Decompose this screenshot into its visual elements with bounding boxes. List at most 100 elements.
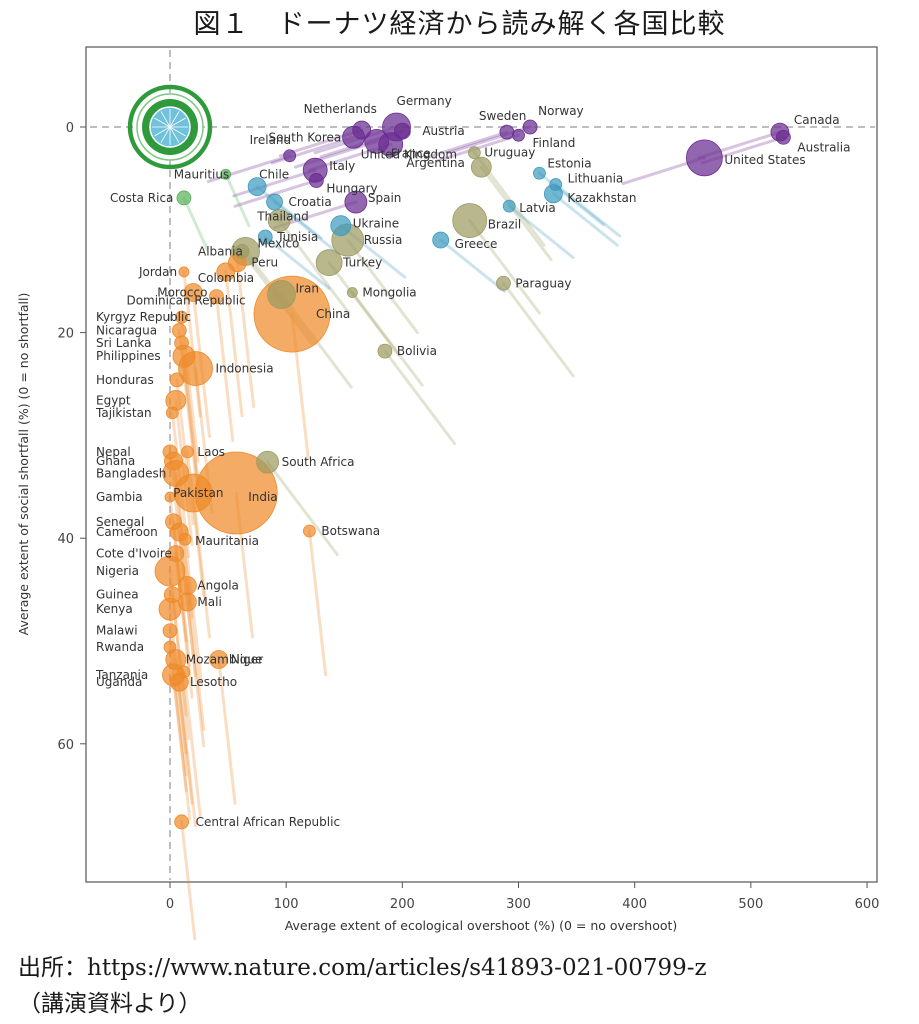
point-sri-lanka [174, 335, 190, 351]
label-ireland: Ireland [250, 133, 292, 147]
target-spoke [169, 126, 186, 137]
label-morocco: Morocco [157, 286, 207, 300]
point-turkey [315, 249, 343, 277]
x-tick-label: 600 [855, 897, 880, 912]
trail-latvia [507, 204, 575, 260]
trail-mauritania [183, 537, 203, 685]
point-south-africa [256, 450, 279, 474]
point-latvia [502, 199, 516, 213]
point-united-kingdom [378, 132, 404, 157]
point-chile [247, 177, 267, 197]
label-sri-lanka: Sri Lanka [96, 336, 151, 350]
label-philippines: Philippines [96, 349, 161, 363]
point-argentina [470, 156, 492, 178]
target-spoke [160, 126, 171, 143]
point-lesotho [177, 665, 191, 679]
label-kazakhstan: Kazakhstan [567, 191, 636, 205]
point-colombia [216, 262, 236, 282]
point-jordan [178, 266, 190, 278]
label-germany: Germany [397, 94, 452, 108]
point-guinea [163, 586, 181, 604]
label-nigeria: Nigeria [96, 564, 139, 578]
point-botswana [303, 524, 316, 538]
trail-uganda [177, 680, 198, 828]
point-mauritania [178, 532, 192, 546]
label-netherlands: Netherlands [304, 102, 377, 116]
label-estonia: Estonia [547, 156, 591, 170]
point-finland [512, 128, 525, 142]
trail-tanzania [171, 673, 192, 821]
label-bangladesh: Bangladesh [96, 466, 166, 480]
trail-italy [232, 168, 317, 198]
label-norway: Norway [538, 104, 584, 118]
x-tick-label: 0 [166, 897, 174, 912]
label-costa-rica: Costa Rica [110, 191, 173, 205]
trail-mongolia [350, 291, 424, 387]
point-laos [181, 445, 194, 459]
target-spoke [154, 117, 171, 128]
label-angola: Angola [197, 578, 238, 592]
target-spoke [169, 126, 180, 143]
label-dominican-republic: Dominican Republic [126, 294, 245, 308]
label-france: France [391, 146, 431, 160]
trail-dominican-republic [214, 295, 235, 443]
point-uruguay [467, 146, 481, 160]
point-albania [234, 243, 250, 259]
label-south-korea: South Korea [269, 130, 342, 144]
x-tick-label: 200 [390, 897, 415, 912]
trail-lesotho [182, 670, 202, 818]
label-south-africa: South Africa [282, 455, 355, 469]
y-axis-label: Average extent of social shortfall (%) (… [16, 293, 31, 636]
label-cote-d-ivoire: Cote d'Ivoire [96, 547, 172, 561]
trail-lithuania [554, 183, 622, 238]
label-central-african-republic: Central African Republic [196, 815, 340, 829]
label-india: India [248, 490, 277, 504]
trail-hungary [233, 178, 318, 208]
target-spoke [154, 126, 171, 137]
point-honduras [169, 372, 185, 388]
label-italy: Italy [329, 159, 355, 173]
label-canada: Canada [794, 113, 840, 127]
label-croatia: Croatia [289, 195, 332, 209]
point-central-african-republic [174, 814, 190, 830]
label-mongolia: Mongolia [362, 286, 416, 300]
trail-colombia [224, 270, 244, 418]
point-greece [432, 231, 450, 249]
label-ukraine: Ukraine [353, 217, 399, 231]
trail-south-africa [266, 460, 339, 557]
trail-niger [217, 658, 237, 805]
point-angola [178, 576, 197, 595]
label-guinea: Guinea [96, 588, 139, 602]
trail-turkey [327, 261, 401, 357]
label-greece: Greece [455, 237, 498, 251]
point-lithuania [549, 178, 563, 191]
label-nicaragua: Nicaragua [96, 324, 157, 338]
figure-title: 図１ ドーナツ経済から読み解く各国比較 [193, 9, 726, 40]
label-latvia: Latvia [519, 201, 556, 215]
point-hungary [308, 173, 324, 188]
point-paraguay [496, 275, 511, 291]
trail-botswana [307, 529, 328, 677]
point-netherlands [352, 120, 372, 140]
label-mali: Mali [197, 595, 221, 609]
target-spoke [169, 111, 180, 128]
label-kyrgyz-republic: Kyrgyz Republic [96, 310, 191, 324]
point-sweden [499, 124, 515, 140]
label-sweden: Sweden [479, 109, 526, 123]
label-thailand: Thailand [256, 210, 309, 224]
label-laos: Laos [197, 445, 225, 459]
plot-frame [85, 46, 878, 883]
point-gambia [164, 491, 176, 503]
trail-bolivia [383, 349, 457, 446]
label-austria: Austria [422, 124, 464, 138]
trail-tunisia [263, 235, 331, 290]
point-thailand [267, 209, 291, 232]
label-pakistan: Pakistan [173, 486, 223, 500]
label-uruguay: Uruguay [484, 146, 535, 160]
point-morocco [183, 283, 203, 302]
target-ring-outer [127, 84, 213, 170]
y-tick-label: 20 [57, 327, 74, 342]
trail-mauritius [224, 172, 251, 228]
trail-mali [185, 600, 206, 748]
